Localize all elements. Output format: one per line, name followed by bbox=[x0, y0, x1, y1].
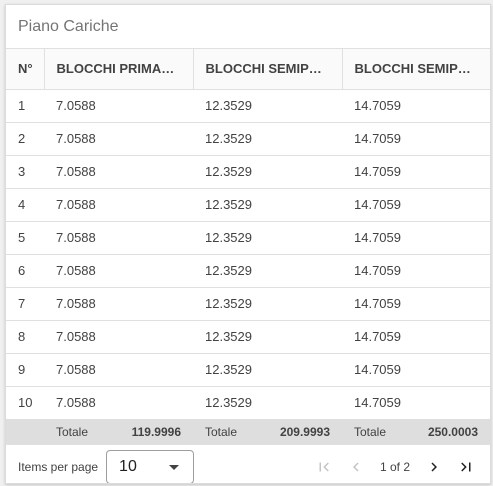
blocchi-semip-2-cell: 14.7059 bbox=[354, 395, 401, 411]
next-page-button[interactable] bbox=[418, 451, 450, 483]
blocchi-semip-1-cell: 12.3529 bbox=[193, 254, 342, 288]
blocchi-prima-cell: 7.0588 bbox=[44, 188, 193, 222]
data-table: N° BLOCCHI PRIMA… BLOCCHI SEMIP… BLOCCHI… bbox=[6, 49, 490, 419]
table-row[interactable]: 3 7.0588 12.3529 14.7059 bbox=[6, 155, 490, 189]
blocchi-semip-2-cell: 14.7059 bbox=[342, 287, 490, 321]
pager: Items per page 10 1 of 2 bbox=[6, 444, 490, 483]
blocchi-prima-cell: 7.0588 bbox=[44, 89, 193, 123]
total-cell: Totale 250.0003 bbox=[342, 425, 490, 439]
last-page-button[interactable] bbox=[450, 451, 482, 483]
items-per-page-select[interactable]: 10 bbox=[106, 450, 195, 483]
total-cell: Totale 119.9996 bbox=[44, 425, 193, 439]
blocchi-semip-1-cell: 12.3529 bbox=[205, 395, 252, 411]
header-row: N° BLOCCHI PRIMA… BLOCCHI SEMIP… BLOCCHI… bbox=[6, 49, 490, 90]
row-number-cell: 2 bbox=[6, 122, 44, 156]
table-row[interactable]: 6 7.0588 12.3529 14.7059 bbox=[6, 254, 490, 288]
blocchi-prima-cell: 7.0588 bbox=[44, 287, 193, 321]
blocchi-semip-1-cell: 12.3529 bbox=[193, 122, 342, 156]
blocchi-semip-1-cell: 12.3529 bbox=[193, 320, 342, 354]
table-row[interactable]: 2 7.0588 12.3529 14.7059 bbox=[6, 122, 490, 156]
blocchi-semip-2-cell: 14.7059 bbox=[342, 320, 490, 354]
first-page-icon bbox=[319, 462, 329, 472]
row-number-cell: 10 bbox=[18, 395, 33, 411]
table-row[interactable]: 1 7.0588 12.3529 14.7059 bbox=[6, 89, 490, 123]
row-number-cell: 5 bbox=[6, 221, 44, 255]
row-number-cell: 3 bbox=[6, 155, 44, 189]
row-number-cell: 7 bbox=[6, 287, 44, 321]
items-per-page-label: Items per page bbox=[18, 460, 99, 474]
total-value: 250.0003 bbox=[427, 424, 478, 439]
caret-down-icon bbox=[169, 464, 180, 470]
table-row[interactable]: 5 7.0588 12.3529 14.7059 bbox=[6, 221, 490, 255]
blocchi-semip-2-cell: 14.7059 bbox=[342, 155, 490, 189]
blocchi-semip-1-cell: 12.3529 bbox=[193, 89, 342, 123]
blocchi-semip-2-cell: 14.7059 bbox=[342, 254, 490, 288]
column-header-blocchi-prima[interactable]: BLOCCHI PRIMA… bbox=[44, 49, 194, 90]
last-page-icon bbox=[461, 462, 471, 472]
blocchi-semip-2-cell: 14.7059 bbox=[342, 89, 490, 123]
total-value: 119.9996 bbox=[131, 424, 181, 439]
column-header-blocchi-semip-1[interactable]: BLOCCHI SEMIP… bbox=[193, 49, 343, 90]
chevron-left-icon bbox=[352, 462, 359, 472]
total-label: Totale bbox=[354, 424, 387, 439]
blocchi-prima-cell: 7.0588 bbox=[44, 221, 193, 255]
table-row[interactable]: 7 7.0588 12.3529 14.7059 bbox=[6, 287, 490, 321]
totals-row: Totale 119.9996 Totale 209.9993 Totale 2… bbox=[6, 419, 490, 444]
blocchi-prima-cell: 7.0588 bbox=[44, 353, 193, 387]
blocchi-semip-2-cell: 14.7059 bbox=[342, 122, 490, 156]
grid-title: Piano Cariche bbox=[6, 5, 490, 49]
total-label: Totale bbox=[205, 424, 238, 439]
table-row[interactable]: 10 7.0588 12.3529 14.7059 bbox=[6, 386, 490, 419]
total-cell: Totale 209.9993 bbox=[193, 425, 342, 439]
row-number-cell: 4 bbox=[6, 188, 44, 222]
blocchi-prima-cell: 7.0588 bbox=[44, 122, 193, 156]
blocchi-semip-1-cell: 12.3529 bbox=[193, 353, 342, 387]
column-header-blocchi-semip-2[interactable]: BLOCCHI SEMIP… bbox=[342, 49, 490, 90]
grid-card: Piano Cariche N° BLOCCHI PRIMA… BLOCCHI … bbox=[5, 4, 491, 484]
total-value: 209.9993 bbox=[279, 424, 330, 439]
row-number-cell: 8 bbox=[6, 320, 44, 354]
blocchi-semip-1-cell: 12.3529 bbox=[193, 188, 342, 222]
table-row[interactable]: 8 7.0588 12.3529 14.7059 bbox=[6, 320, 490, 354]
chevron-right-icon bbox=[431, 462, 437, 472]
table-row[interactable]: 9 7.0588 12.3529 14.7059 bbox=[6, 353, 490, 387]
row-number-cell: 1 bbox=[6, 89, 44, 123]
blocchi-semip-2-cell: 14.7059 bbox=[342, 221, 490, 255]
blocchi-semip-1-cell: 12.3529 bbox=[193, 221, 342, 255]
first-page-button[interactable] bbox=[308, 451, 340, 483]
blocchi-prima-cell: 7.0588 bbox=[56, 395, 96, 411]
table-row[interactable]: 4 7.0588 12.3529 14.7059 bbox=[6, 188, 490, 222]
blocchi-semip-2-cell: 14.7059 bbox=[342, 353, 490, 387]
blocchi-semip-2-cell: 14.7059 bbox=[342, 188, 490, 222]
pager-nav: 1 of 2 bbox=[308, 445, 482, 483]
row-number-cell: 6 bbox=[6, 254, 44, 288]
blocchi-semip-1-cell: 12.3529 bbox=[193, 155, 342, 189]
items-per-page-value: 10 bbox=[119, 458, 137, 475]
blocchi-prima-cell: 7.0588 bbox=[44, 155, 193, 189]
blocchi-prima-cell: 7.0588 bbox=[44, 254, 193, 288]
page-info: 1 of 2 bbox=[379, 460, 410, 474]
column-header-number[interactable]: N° bbox=[6, 49, 45, 90]
blocchi-semip-1-cell: 12.3529 bbox=[193, 287, 342, 321]
blocchi-prima-cell: 7.0588 bbox=[44, 320, 193, 354]
table-body: 1 7.0588 12.3529 14.7059 2 7.0588 12.3529 14.70… bbox=[6, 89, 490, 419]
total-label: Totale bbox=[56, 424, 89, 439]
previous-page-button[interactable] bbox=[340, 451, 372, 483]
row-number-cell: 9 bbox=[6, 353, 44, 387]
